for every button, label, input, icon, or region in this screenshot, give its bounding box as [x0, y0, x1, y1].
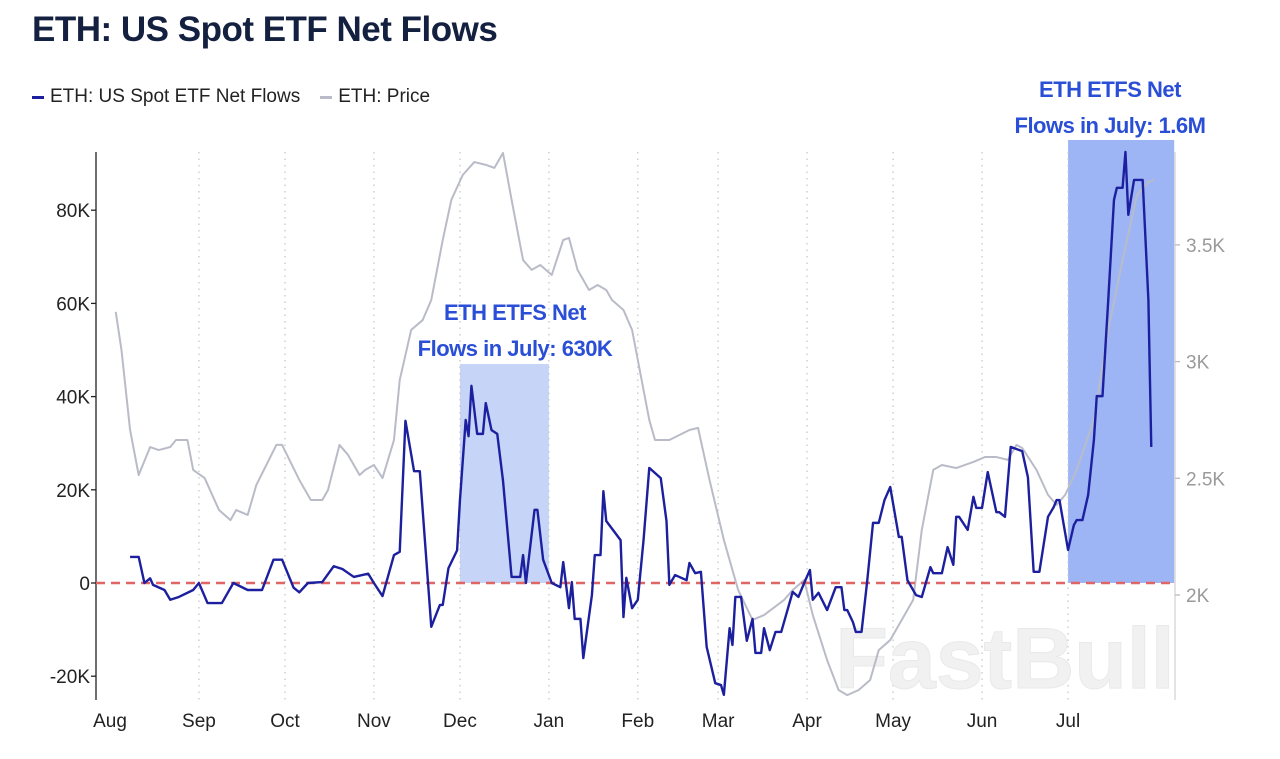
- legend-swatch-price: [320, 95, 333, 99]
- y-tick-label-left: 80K: [56, 201, 90, 222]
- x-tick-label: Mar: [702, 711, 735, 732]
- net-flows-line: [130, 150, 1153, 697]
- y-tick-label-left: -20K: [50, 667, 90, 688]
- legend: ETH: US Spot ETF Net Flows ETH: Price: [32, 86, 444, 108]
- y-tick-label-left: 40K: [56, 388, 90, 409]
- annotation-december-line1: ETH ETFS Net: [444, 300, 586, 325]
- annotation-december-line2: Flows in July: 630K: [417, 336, 613, 361]
- y-tick-label-right: 3K: [1186, 353, 1210, 374]
- annotation-december: ETH ETFS Net Flows in July: 630K: [395, 295, 635, 367]
- annotation-july-line2: Flows in July: 1.6M: [1014, 113, 1206, 138]
- annotation-july-line1: ETH ETFS Net: [1039, 77, 1181, 102]
- x-tick-label: Jul: [1056, 711, 1080, 732]
- x-tick-label: Jun: [967, 711, 998, 732]
- x-tick-label: Nov: [357, 711, 391, 732]
- y-tick-label-left: 0: [79, 574, 90, 595]
- x-tick-label: Oct: [270, 711, 300, 732]
- y-tick-label-left: 20K: [56, 481, 90, 502]
- price-line: [114, 151, 1155, 697]
- watermark-logo: FastBull: [835, 611, 1174, 707]
- y-tick-label-right: 2.5K: [1186, 469, 1225, 490]
- x-tick-label: Jan: [534, 711, 565, 732]
- chart-title: ETH: US Spot ETF Net Flows: [32, 10, 498, 49]
- legend-label-price: ETH: Price: [338, 86, 431, 107]
- annotation-july: ETH ETFS Net Flows in July: 1.6M: [990, 72, 1230, 144]
- legend-item-net-flows: ETH: US Spot ETF Net Flows: [32, 86, 300, 108]
- x-tick-label: Dec: [443, 711, 477, 732]
- y-tick-label-right: 3.5K: [1186, 236, 1225, 257]
- x-tick-label: Sep: [182, 711, 216, 732]
- legend-label-net-flows: ETH: US Spot ETF Net Flows: [50, 86, 301, 107]
- x-tick-label: May: [875, 711, 911, 732]
- legend-item-price: ETH: Price: [320, 86, 430, 108]
- highlight-region: [459, 363, 549, 583]
- y-tick-label-left: 60K: [56, 294, 90, 315]
- x-tick-label: Feb: [621, 711, 654, 732]
- x-tick-label: Apr: [792, 711, 822, 732]
- legend-swatch-net-flows: [32, 95, 44, 99]
- y-tick-label-right: 2K: [1186, 586, 1210, 607]
- x-tick-label: Aug: [93, 711, 127, 732]
